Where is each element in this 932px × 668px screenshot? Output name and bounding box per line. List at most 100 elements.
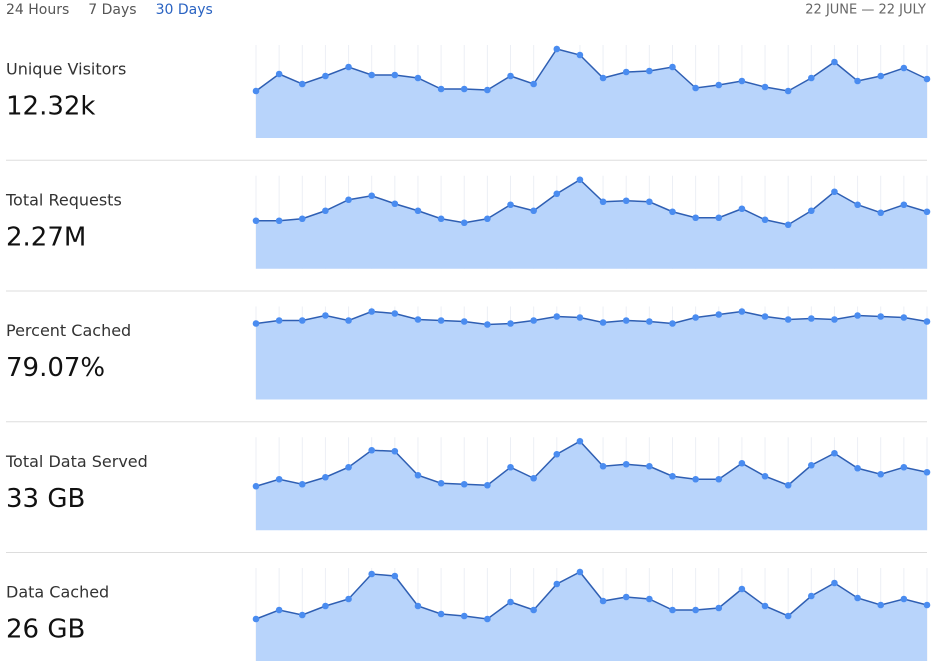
point xyxy=(669,63,676,71)
area xyxy=(256,441,927,531)
point xyxy=(599,597,607,605)
point xyxy=(391,447,399,455)
point xyxy=(252,615,260,623)
point xyxy=(738,308,746,315)
point xyxy=(437,317,445,324)
point xyxy=(484,86,491,94)
point xyxy=(715,311,723,318)
point xyxy=(507,72,514,80)
point xyxy=(368,71,375,79)
point xyxy=(900,64,908,72)
point xyxy=(854,312,861,319)
time-tab[interactable]: 30 Days xyxy=(156,2,213,18)
line xyxy=(255,571,928,620)
point xyxy=(530,207,537,215)
point xyxy=(391,71,399,79)
point xyxy=(784,87,792,95)
point xyxy=(738,205,746,213)
time-tab[interactable]: 24 Hours xyxy=(6,2,69,18)
metric-title: Total Requests xyxy=(5,190,122,209)
point xyxy=(923,75,931,83)
point xyxy=(877,313,885,320)
point xyxy=(923,318,931,325)
point xyxy=(530,606,537,614)
point xyxy=(576,176,584,184)
point xyxy=(900,463,908,471)
point xyxy=(322,473,329,481)
point xyxy=(460,219,468,227)
point xyxy=(322,602,329,610)
point xyxy=(854,464,861,472)
point xyxy=(368,308,375,315)
point xyxy=(252,87,260,95)
point xyxy=(622,68,630,76)
point xyxy=(715,81,723,89)
point xyxy=(854,594,861,602)
point xyxy=(322,207,329,215)
point xyxy=(761,472,769,480)
point xyxy=(252,217,260,225)
point xyxy=(784,612,792,620)
point xyxy=(692,314,699,321)
area xyxy=(256,311,927,400)
point xyxy=(761,83,769,91)
line xyxy=(255,48,928,92)
point xyxy=(437,215,445,223)
metric-title: Unique Visitors xyxy=(6,60,126,79)
point xyxy=(622,317,630,324)
point xyxy=(576,51,584,59)
point xyxy=(669,208,676,216)
point xyxy=(692,84,699,92)
point xyxy=(298,611,306,619)
point xyxy=(715,604,723,612)
point xyxy=(345,63,352,71)
point xyxy=(460,85,468,93)
metric-title: Percent Cached xyxy=(6,321,131,340)
point xyxy=(692,475,699,483)
point xyxy=(599,74,607,82)
point xyxy=(460,318,468,325)
point xyxy=(692,606,699,614)
point xyxy=(252,482,260,490)
point xyxy=(831,316,838,323)
point xyxy=(923,601,931,609)
point xyxy=(877,601,885,609)
point xyxy=(298,80,306,88)
point xyxy=(437,610,445,618)
date-range: 22 JUNE — 22 JULY xyxy=(805,3,926,18)
point xyxy=(437,85,445,93)
time-tab[interactable]: 7 Days xyxy=(88,2,136,18)
point xyxy=(507,201,514,209)
point xyxy=(530,80,537,88)
point xyxy=(877,72,885,80)
point xyxy=(900,314,908,321)
point xyxy=(877,470,885,478)
point xyxy=(414,316,422,323)
point xyxy=(854,77,861,85)
point xyxy=(854,201,861,209)
point xyxy=(669,606,676,614)
point xyxy=(784,481,792,489)
line xyxy=(255,440,928,487)
point xyxy=(622,593,630,601)
point xyxy=(460,480,468,488)
metric-total: 2.27M xyxy=(6,222,86,252)
point xyxy=(738,77,746,85)
point xyxy=(368,570,375,578)
point xyxy=(669,472,676,480)
point xyxy=(530,474,537,482)
point xyxy=(808,461,815,469)
point xyxy=(738,585,746,593)
point xyxy=(298,215,306,223)
metric-title: Total Data Served xyxy=(5,452,148,471)
point xyxy=(669,320,676,327)
point xyxy=(622,197,630,205)
metric-total: 12.32k xyxy=(6,92,96,122)
point xyxy=(437,479,445,487)
point xyxy=(646,67,653,75)
point xyxy=(808,315,815,322)
point xyxy=(298,317,306,324)
point xyxy=(275,606,283,614)
point xyxy=(275,217,283,225)
point xyxy=(460,612,468,620)
